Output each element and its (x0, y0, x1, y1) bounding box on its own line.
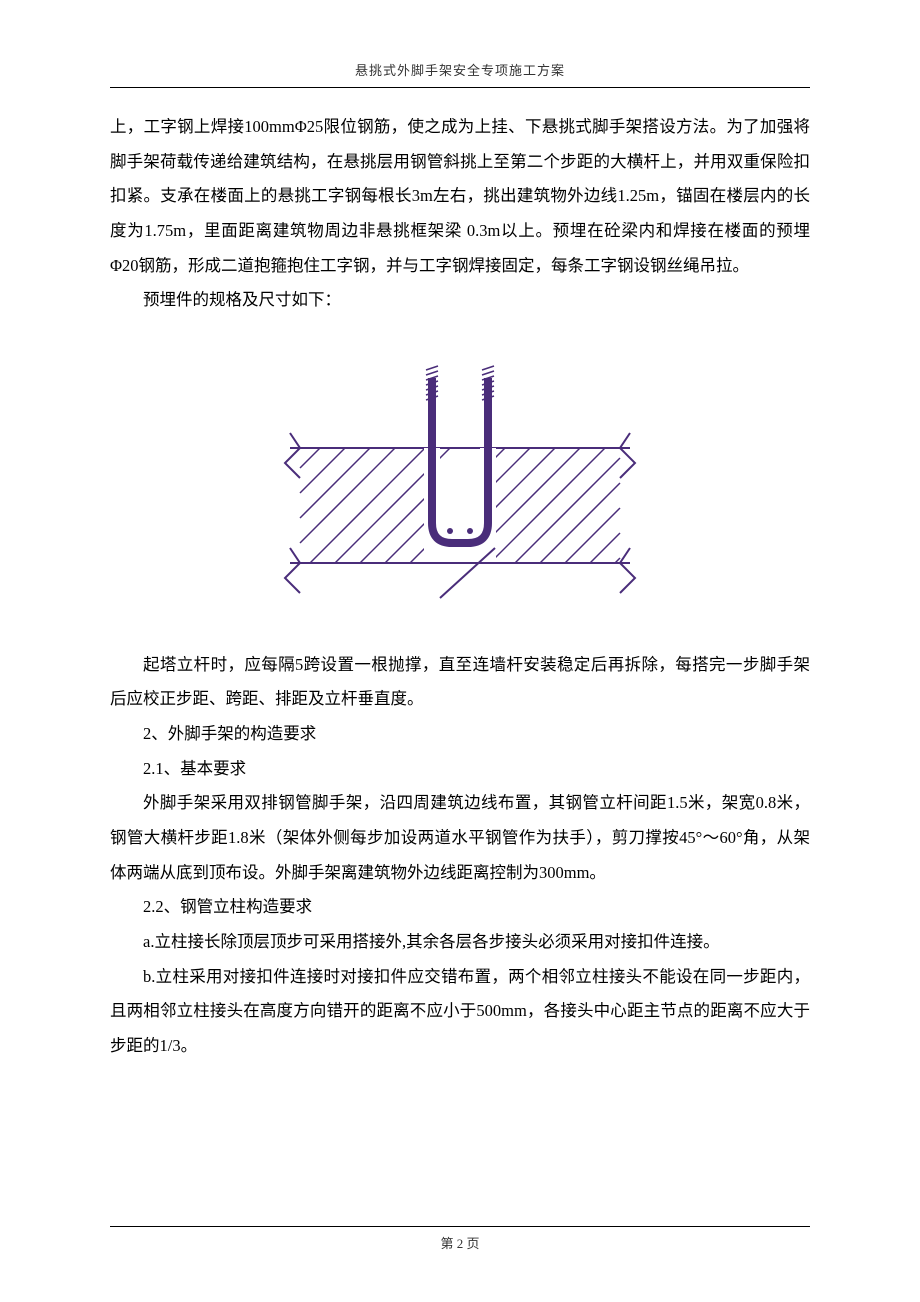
paragraph-8: a.立柱接长除顶层顶步可采用搭接外,其余各层各步接头必须采用对接扣件连接。 (110, 925, 810, 960)
paragraph-5: 2.1、基本要求 (110, 752, 810, 787)
embedded-anchor-diagram (260, 348, 660, 608)
paragraph-4: 2、外脚手架的构造要求 (110, 717, 810, 752)
header-title: 悬挑式外脚手架安全专项施工方案 (110, 60, 810, 79)
paragraph-9: b.立柱采用对接扣件连接时对接扣件应交错布置，两个相邻立柱接头不能设在同一步距内… (110, 960, 810, 1064)
paragraph-6: 外脚手架采用双排钢管脚手架，沿四周建筑边线布置，其钢管立杆间距1.5米，架宽0.… (110, 786, 810, 890)
paragraph-2: 预埋件的规格及尺寸如下： (110, 283, 810, 318)
header-rule (110, 87, 810, 88)
page-container: 悬挑式外脚手架安全专项施工方案 上，工字钢上焊接100mmΦ25限位钢筋，使之成… (0, 0, 920, 1302)
page-number: 第 2 页 (110, 1233, 810, 1252)
paragraph-1: 上，工字钢上焊接100mmΦ25限位钢筋，使之成为上挂、下悬挑式脚手架搭设方法。… (110, 110, 810, 283)
footer-rule (110, 1226, 810, 1227)
paragraph-7: 2.2、钢管立柱构造要求 (110, 890, 810, 925)
paragraph-3: 起塔立杆时，应每隔5跨设置一根抛撑，直至连墙杆安装稳定后再拆除，每搭完一步脚手架… (110, 648, 810, 717)
diagram-container (110, 348, 810, 608)
document-content: 上，工字钢上焊接100mmΦ25限位钢筋，使之成为上挂、下悬挑式脚手架搭设方法。… (110, 110, 810, 1208)
